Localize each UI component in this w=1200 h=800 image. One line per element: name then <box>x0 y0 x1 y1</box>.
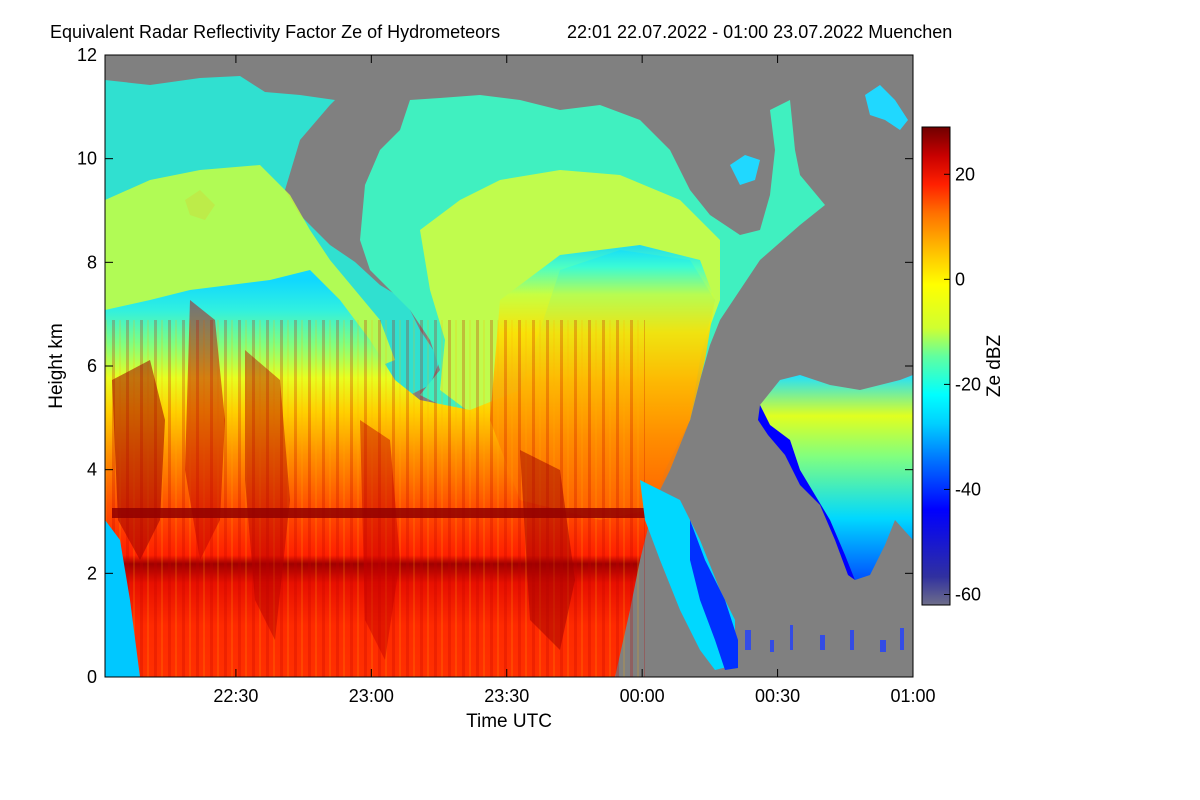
x-axis: 22:30 23:00 23:30 00:00 00:30 01:00 <box>213 55 936 706</box>
bright-band <box>112 508 652 518</box>
colorbar-tick-label: 0 <box>955 269 965 289</box>
y-tick-label: 8 <box>87 252 97 272</box>
x-tick-label: 23:00 <box>349 686 394 706</box>
core-5 <box>520 450 575 650</box>
y-axis-title: Height km <box>46 323 67 409</box>
leading-edge <box>105 520 140 677</box>
x-tick-label: 00:30 <box>755 686 800 706</box>
y-tick-label: 12 <box>77 45 97 65</box>
x-axis-title: Time UTC <box>466 711 552 732</box>
y-tick-label: 4 <box>87 460 97 480</box>
x-tick-label: 22:30 <box>213 686 258 706</box>
core-3 <box>245 350 290 640</box>
isolated-cloud-edge <box>758 405 855 580</box>
x-tick-label: 01:00 <box>890 686 935 706</box>
y-tick-label: 0 <box>87 667 97 687</box>
x-tick-label: 23:30 <box>484 686 529 706</box>
heatmap-plot-area <box>105 55 913 677</box>
chart-subtitle: 22:01 22.07.2022 - 01:00 23.07.2022 Muen… <box>567 22 952 42</box>
surface-clutter <box>745 625 904 652</box>
y-tick-label: 6 <box>87 356 97 376</box>
y-tick-label: 10 <box>77 149 97 169</box>
upper-cloud-fragment <box>865 85 908 130</box>
y-axis: 0 2 4 6 8 10 12 <box>77 45 913 687</box>
upper-cloud-fragment-2 <box>730 155 760 185</box>
colorbar <box>921 126 951 606</box>
core-4 <box>360 420 400 660</box>
core-2 <box>185 300 225 560</box>
colorbar-tick-label: 20 <box>955 164 975 184</box>
y-tick-label: 2 <box>87 563 97 583</box>
colorbar-tick-label: -20 <box>955 374 981 394</box>
colorbar-tick-label: -40 <box>955 479 981 499</box>
x-tick-label: 00:00 <box>620 686 665 706</box>
isolated-cloud <box>760 375 913 580</box>
chart-title: Equivalent Radar Reflectivity Factor Ze … <box>50 22 500 42</box>
trailing-edge-blue <box>690 520 738 670</box>
colorbar-ticks: 20 0 -20 -40 -60 <box>944 164 981 604</box>
colorbar-tick-label: -60 <box>955 584 981 604</box>
colorbar-title: Ze dBZ <box>984 334 1005 397</box>
